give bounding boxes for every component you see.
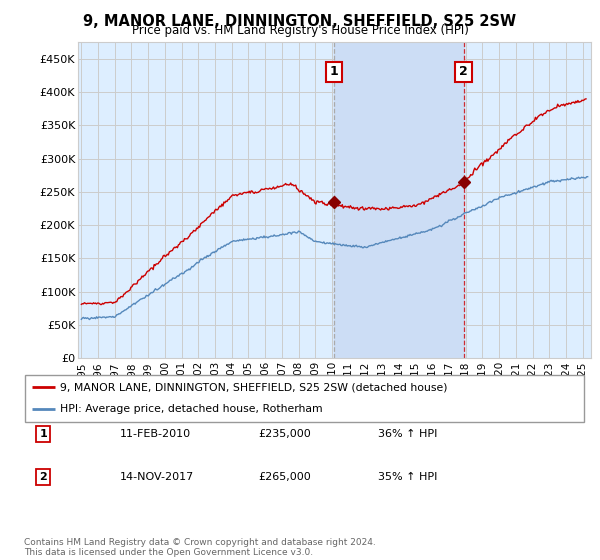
- Text: 1: 1: [40, 429, 47, 439]
- Text: HPI: Average price, detached house, Rotherham: HPI: Average price, detached house, Roth…: [61, 404, 323, 414]
- Text: 2: 2: [459, 66, 468, 78]
- Text: 9, MANOR LANE, DINNINGTON, SHEFFIELD, S25 2SW: 9, MANOR LANE, DINNINGTON, SHEFFIELD, S2…: [83, 14, 517, 29]
- Text: 36% ↑ HPI: 36% ↑ HPI: [378, 429, 437, 439]
- Text: £265,000: £265,000: [258, 472, 311, 482]
- Text: £235,000: £235,000: [258, 429, 311, 439]
- Text: 35% ↑ HPI: 35% ↑ HPI: [378, 472, 437, 482]
- Bar: [334, 42, 464, 358]
- FancyBboxPatch shape: [25, 375, 584, 422]
- Text: 14-NOV-2017: 14-NOV-2017: [120, 472, 194, 482]
- Text: Price paid vs. HM Land Registry's House Price Index (HPI): Price paid vs. HM Land Registry's House …: [131, 24, 469, 37]
- Text: 11-FEB-2010: 11-FEB-2010: [120, 429, 191, 439]
- Text: Contains HM Land Registry data © Crown copyright and database right 2024.
This d: Contains HM Land Registry data © Crown c…: [24, 538, 376, 557]
- Text: 1: 1: [329, 66, 338, 78]
- Text: 9, MANOR LANE, DINNINGTON, SHEFFIELD, S25 2SW (detached house): 9, MANOR LANE, DINNINGTON, SHEFFIELD, S2…: [61, 382, 448, 393]
- Text: 2: 2: [40, 472, 47, 482]
